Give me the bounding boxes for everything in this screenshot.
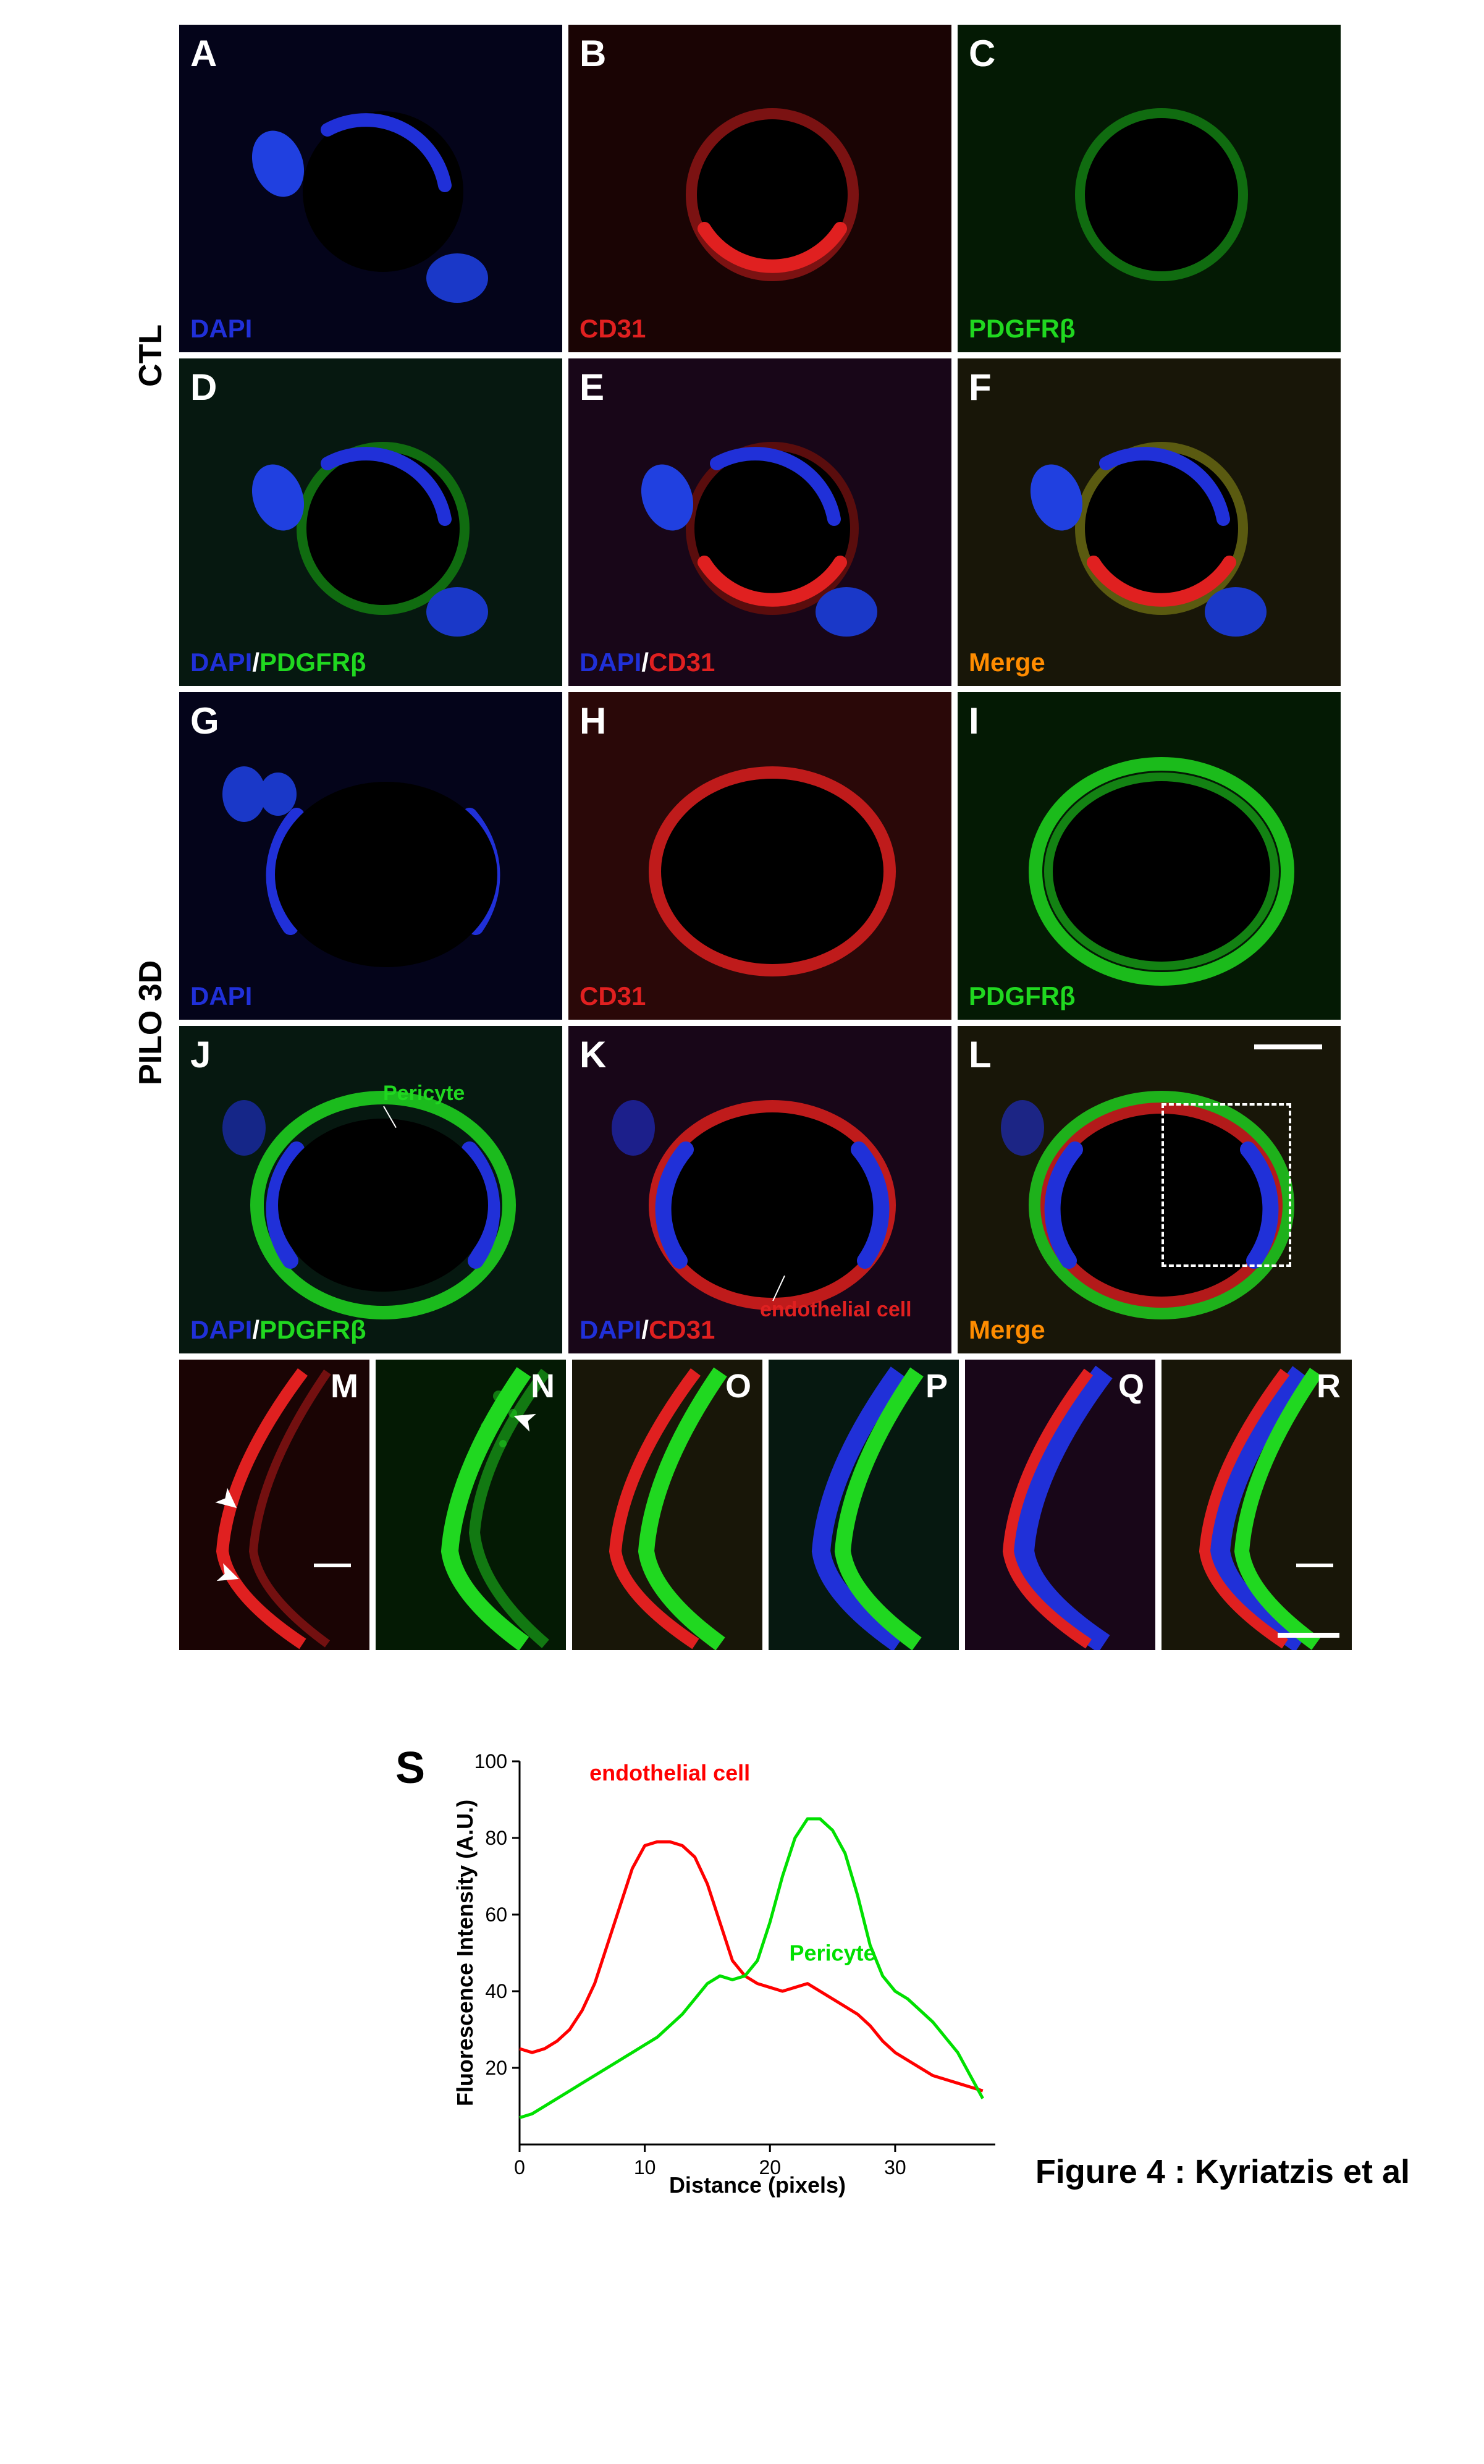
svg-text:30: 30 [884,2156,906,2178]
panel-E-label: DAPI/CD31 [580,648,715,677]
panel-letter-A: A [190,32,217,75]
svg-text:10: 10 [633,2156,656,2178]
panel-J: J Pericyte DAPI/PDGFRβ [179,1026,562,1353]
svg-text:20: 20 [485,2057,507,2079]
svg-text:Distance (pixels): Distance (pixels) [669,2172,846,2198]
panel-D-label: DAPI/PDGFRβ [190,648,366,677]
panel-G-label: DAPI [190,981,252,1011]
panel-F-label: Merge [969,648,1045,677]
scale-bar-R [1278,1633,1339,1638]
panel-H-label: CD31 [580,981,646,1011]
panel-letter-G: G [190,700,219,742]
figure-caption: Figure 4 : Kyriatzis et al [1035,2153,1410,2203]
svg-text:60: 60 [485,1903,507,1926]
panel-A-label: DAPI [190,314,252,344]
side-label-ctl: CTL [132,25,169,686]
scale-bar-L [1254,1044,1322,1049]
figure-container: CTL PILO 3D A DAPI B [12,25,1472,2203]
svg-text:Pericyte: Pericyte [789,1940,875,1965]
svg-text:Fluorescence Intensity (A.U.): Fluorescence Intensity (A.U.) [452,1800,478,2106]
panel-letter-K: K [580,1033,606,1076]
panel-letter-E: E [580,366,604,409]
panel-C-label: PDGFRβ [969,314,1076,344]
panel-E: E DAPI/CD31 [568,358,951,686]
panel-letter-L: L [969,1033,992,1076]
panel-letter-M: M [331,1367,358,1405]
panel-letter-R: R [1317,1367,1341,1405]
panel-B: B CD31 [568,25,951,352]
panel-K: K endothelial cell DAPI/CD31 [568,1026,951,1353]
grid-rows: A DAPI B CD31 C P D G [179,25,1352,1693]
svg-text:80: 80 [485,1827,507,1849]
panel-P: P DAPI/PDGFRβ [769,1360,959,1650]
panel-F: F Merge [958,358,1341,686]
panel-letter-P: P [925,1367,948,1405]
annotation-pericyte: Pericyte [383,1082,465,1106]
panel-letter-N: N [531,1367,555,1405]
panel-G: G DAPI [179,692,562,1020]
panel-letter-O: O [725,1367,751,1405]
panel-H: H CD31 [568,692,951,1020]
panel-letter-C: C [969,32,995,75]
panel-letter-I: I [969,700,979,742]
panel-N: N ➤ PDGFRβ [376,1360,566,1650]
chart-S: 010203020406080100Distance (pixels)Fluor… [452,1743,1008,2203]
panel-O: O CD31/PDGFRβ [572,1360,762,1650]
row-ctl-1: A DAPI B CD31 C PDG [179,25,1352,352]
row-small: M ➤ ➤ CD31 N [179,1360,1352,1650]
panel-M: M ➤ ➤ CD31 [179,1360,369,1650]
panel-Q: Q DAPI/CD31 [965,1360,1155,1650]
svg-text:endothelial cell: endothelial cell [589,1760,750,1785]
row-pilo-1: G DAPI H CD31 [179,692,1352,1020]
panel-I-label: PDGFRβ [969,981,1076,1011]
panel-D: D DAPI/PDGFRβ [179,358,562,686]
panel-R: R Merge [1161,1360,1352,1650]
inset-box [1161,1103,1291,1267]
svg-text:0: 0 [514,2156,525,2178]
panel-letter-H: H [580,700,606,742]
panel-I: I PDGFRβ [958,692,1341,1020]
panel-L: L Merge [958,1026,1341,1353]
panel-letter-J: J [190,1033,211,1076]
panel-letter-B: B [580,32,606,75]
svg-text:100: 100 [474,1750,507,1772]
panel-letter-Q: Q [1118,1367,1144,1405]
panel-B-label: CD31 [580,314,646,344]
chart-section: S 010203020406080100Distance (pixels)Flu… [12,1743,1472,2203]
panel-J-label: DAPI/PDGFRβ [190,1315,366,1345]
side-label-pilo: PILO 3D [132,692,169,1353]
svg-text:40: 40 [485,1980,507,2002]
panel-K-label: DAPI/CD31 [580,1315,715,1345]
side-labels: CTL PILO 3D [132,25,169,1353]
annotation-endothelial: endothelial cell [760,1298,912,1322]
row-ctl-2: D DAPI/PDGFRβ E [179,358,1352,686]
panel-letter-D: D [190,366,217,409]
panel-A: A DAPI [179,25,562,352]
panel-letter-F: F [969,366,992,409]
panel-grid: CTL PILO 3D A DAPI B [132,25,1352,1693]
chart-letter-S: S [395,1743,425,1793]
panel-C: C PDGFRβ [958,25,1341,352]
row-pilo-2: J Pericyte DAPI/PDGFRβ K [179,1026,1352,1353]
panel-L-label: Merge [969,1315,1045,1345]
